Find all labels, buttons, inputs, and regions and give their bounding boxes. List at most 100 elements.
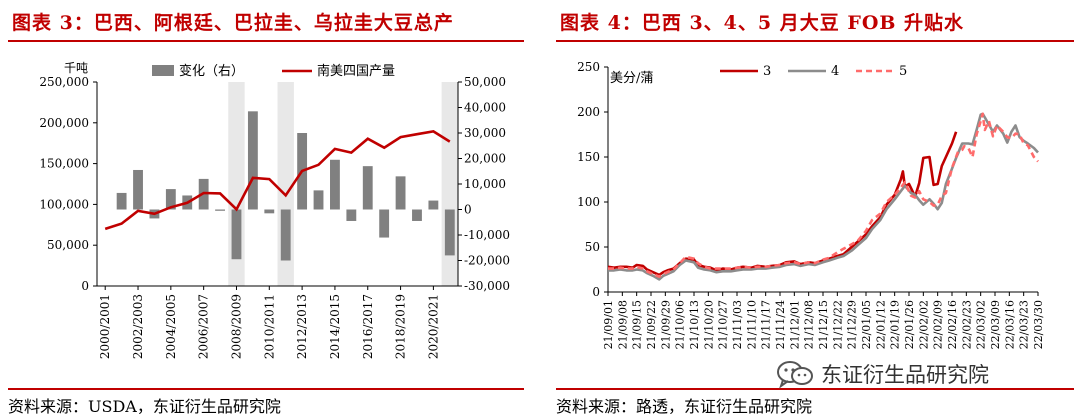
- y-tick-label: 150: [577, 150, 600, 164]
- x-tick-label: 22/01/05: [860, 300, 873, 349]
- change-bar: [330, 159, 340, 210]
- watermark-text: 东证衍生品研究院: [821, 363, 989, 387]
- y-tick-label: 250: [577, 60, 600, 74]
- x-tick-label: 21/11/10: [745, 300, 758, 349]
- x-tick-label: 21/12/01: [788, 300, 801, 349]
- x-tick-label: 21/10/20: [702, 300, 715, 349]
- x-tick-label: 22/02/09: [932, 300, 945, 349]
- x-tick-label: 21/09/08: [616, 300, 629, 349]
- left-y-tick-label: 150,000: [39, 157, 89, 171]
- x-tick-label: 2002/2003: [131, 294, 145, 359]
- right-y-tick-label: 50,000: [464, 75, 506, 89]
- x-tick-label: 21/12/15: [817, 300, 830, 349]
- title-rule: [556, 40, 1074, 42]
- production-line: [104, 130, 451, 231]
- chart-title-production: 图表 3：巴西、阿根廷、巴拉圭、乌拉圭大豆总产: [12, 12, 454, 34]
- change-bar: [280, 209, 291, 261]
- x-tick-label: 22/01/26: [903, 300, 916, 349]
- x-tick-label: 21/12/08: [803, 300, 816, 349]
- x-tick-label: 21/11/24: [774, 300, 787, 349]
- chart-title-fob: 图表 4：巴西 3、4、5 月大豆 FOB 升贴水: [560, 12, 965, 34]
- fob-line-4: [608, 112, 1039, 281]
- right-y-tick-label: 10,000: [464, 177, 506, 191]
- right-y-tick-label: 30,000: [464, 126, 506, 140]
- x-tick-label: 21/11/17: [760, 300, 773, 349]
- x-tick-label: 22/01/19: [889, 300, 902, 349]
- change-bar: [444, 209, 455, 256]
- left-axis-unit: 千吨: [64, 61, 88, 75]
- x-tick-label: 2008/2009: [229, 294, 243, 359]
- right-y-tick-label: 20,000: [464, 152, 506, 166]
- x-tick-label: 2012/2013: [295, 294, 309, 359]
- x-tick-label: 22/03/30: [1032, 300, 1045, 349]
- y-tick-label: 0: [592, 285, 600, 299]
- right-y-tick-label: 0: [464, 203, 472, 217]
- change-bar: [133, 169, 143, 210]
- change-bar: [247, 111, 258, 210]
- change-bar: [379, 209, 390, 238]
- right-y-tick-label: -30,000: [464, 279, 510, 293]
- x-tick-label: 21/09/15: [631, 300, 644, 349]
- change-bar: [264, 209, 275, 214]
- x-tick-label: 21/10/06: [674, 300, 687, 349]
- left-y-tick-label: 50,000: [47, 238, 89, 252]
- x-tick-label: 21/11/03: [731, 300, 744, 349]
- change-bar: [412, 209, 422, 221]
- y-tick-label: 50: [585, 240, 600, 254]
- x-tick-label: 21/09/22: [645, 300, 658, 349]
- legend-label-4: 4: [831, 64, 839, 79]
- wechat-icon: [777, 361, 813, 389]
- legend-swatch-bar: [152, 65, 174, 76]
- x-tick-label: 2006/2007: [197, 294, 211, 359]
- x-tick-label: 21/10/27: [717, 300, 730, 349]
- left-y-tick-label: 200,000: [39, 116, 89, 130]
- x-tick-label: 2000/2001: [98, 294, 112, 359]
- x-tick-label: 2016/2017: [361, 294, 375, 359]
- x-tick-label: 21/09/29: [659, 300, 672, 349]
- x-tick-label: 2004/2005: [164, 294, 178, 359]
- change-bar: [313, 190, 324, 210]
- legend-label-3: 3: [763, 64, 771, 79]
- production-chart: 0 50,000 100,000 150,000 200,000 250,000 -30,0…: [39, 61, 510, 359]
- x-tick-label: 22/03/02: [975, 300, 988, 349]
- change-bar: [362, 166, 373, 210]
- source-rule: [556, 388, 1074, 390]
- x-tick-label: 2018/2019: [394, 294, 408, 359]
- y-axis-label: 美分/蒲: [610, 71, 653, 86]
- x-tick-label: 2020/2021: [426, 294, 440, 359]
- change-bar: [165, 189, 176, 210]
- x-tick-label: 22/02/16: [946, 300, 959, 349]
- y-tick-label: 100: [577, 195, 600, 209]
- x-tick-label: 2010/2011: [262, 294, 276, 359]
- x-tick-label: 22/03/16: [1003, 300, 1016, 349]
- x-tick-label: 22/02/02: [917, 300, 930, 349]
- legend-label-bar: 变化（右）: [179, 63, 244, 79]
- change-bar: [346, 209, 357, 221]
- legend-label-5: 5: [899, 64, 907, 79]
- x-tick-label: 22/03/23: [1018, 300, 1031, 349]
- change-bar: [215, 209, 225, 211]
- title-rule: [8, 40, 524, 42]
- watermark: 东证衍生品研究院: [775, 359, 989, 389]
- right-y-tick-label: -10,000: [464, 228, 510, 242]
- x-tick-label: 2014/2015: [328, 294, 342, 359]
- panel-production: 图表 3：巴西、阿根廷、巴拉圭、乌拉圭大豆总产 0 50,000 100,000 15…: [0, 0, 530, 420]
- legend-label-line: 南美四国产量: [317, 63, 395, 79]
- panel-fob: 图表 4：巴西 3、4、5 月大豆 FOB 升贴水 0 50 100 150 200 25…: [548, 0, 1080, 420]
- fob-line-3: [607, 131, 958, 277]
- fob-line-5: [608, 112, 1039, 279]
- left-y-tick-label: 0: [81, 279, 89, 293]
- change-bar: [395, 176, 406, 210]
- x-tick-label: 21/09/01: [602, 300, 615, 349]
- right-y-tick-label: 40,000: [464, 101, 506, 115]
- x-tick-label: 22/02/23: [960, 300, 973, 349]
- source-note-production: 资料来源：USDA，东证衍生品研究院: [8, 397, 281, 416]
- left-y-tick-label: 250,000: [39, 75, 89, 89]
- change-bar: [116, 192, 127, 210]
- source-rule: [8, 388, 524, 390]
- x-tick-label: 21/10/13: [688, 300, 701, 349]
- source-note-fob: 资料来源：路透，东证衍生品研究院: [556, 397, 813, 416]
- right-y-tick-label: -20,000: [464, 254, 510, 268]
- x-tick-label: 21/12/22: [831, 300, 844, 349]
